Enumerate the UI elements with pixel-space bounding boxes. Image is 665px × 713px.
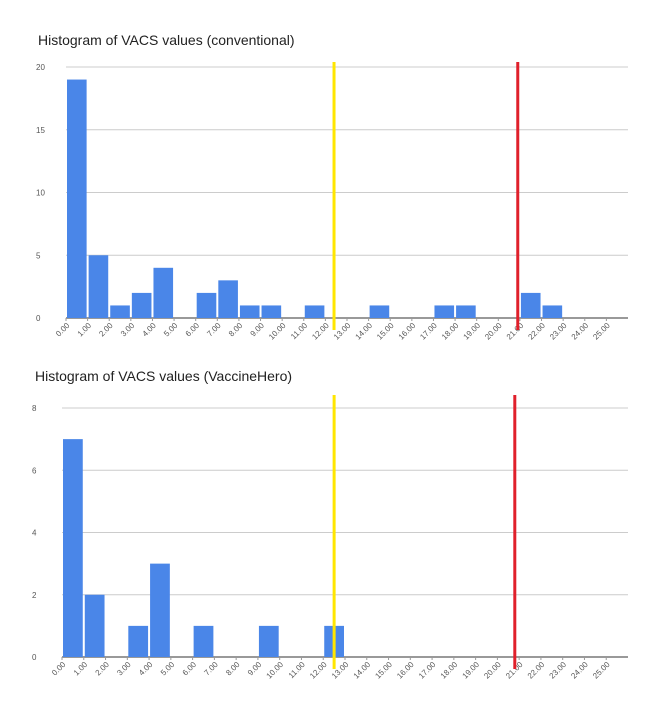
x-tick-label: 25.00: [591, 660, 612, 681]
x-tick-label: 18.00: [439, 660, 460, 681]
x-tick-label: 6.00: [184, 321, 202, 339]
bar: [153, 267, 174, 318]
x-tick-label: 15.00: [375, 321, 396, 342]
x-tick-label: 4.00: [140, 321, 158, 339]
x-tick-label: 22.00: [526, 321, 547, 342]
x-tick-label: 0.00: [54, 321, 72, 339]
x-tick-label: 24.00: [570, 321, 591, 342]
bar: [434, 305, 455, 318]
x-tick-label: 16.00: [395, 660, 416, 681]
bar: [369, 305, 390, 318]
x-tick-label: 19.00: [462, 321, 483, 342]
bar: [193, 625, 214, 657]
x-tick-label: 7.00: [202, 660, 220, 678]
bar: [128, 625, 149, 657]
x-tick-label: 22.00: [526, 660, 547, 681]
chart-title: Histogram of VACS values (VaccineHero): [35, 368, 292, 384]
bar: [261, 305, 282, 318]
x-tick-label: 3.00: [119, 321, 137, 339]
y-tick-label: 20: [36, 63, 45, 72]
x-tick-label: 18.00: [440, 321, 461, 342]
x-tick-label: 9.00: [246, 660, 264, 678]
x-tick-label: 4.00: [137, 660, 155, 678]
bar: [84, 594, 105, 657]
y-tick-label: 15: [36, 126, 45, 135]
x-tick-label: 9.00: [249, 321, 267, 339]
y-tick-label: 5: [36, 251, 41, 260]
bar: [520, 292, 541, 318]
x-tick-label: 8.00: [224, 660, 242, 678]
bar: [88, 255, 109, 318]
bar: [63, 439, 83, 657]
x-tick-label: 2.00: [97, 321, 115, 339]
x-tick-label: 6.00: [181, 660, 199, 678]
x-tick-label: 11.00: [289, 321, 309, 341]
x-tick-label: 12.00: [308, 660, 329, 681]
x-tick-label: 14.00: [352, 660, 373, 681]
y-tick-label: 6: [32, 466, 37, 475]
y-tick-label: 2: [32, 591, 37, 600]
chart-title: Histogram of VACS values (conventional): [38, 32, 295, 48]
bar: [196, 292, 217, 318]
bar: [304, 305, 325, 318]
x-tick-label: 15.00: [373, 660, 394, 681]
x-tick-label: 12.00: [310, 321, 331, 342]
bar: [456, 305, 476, 318]
x-tick-label: 23.00: [548, 321, 569, 342]
y-tick-label: 8: [32, 404, 37, 413]
bar: [239, 305, 260, 318]
x-tick-label: 17.00: [417, 660, 438, 681]
bar: [131, 292, 152, 318]
y-tick-label: 10: [36, 189, 45, 198]
x-tick-label: 17.00: [418, 321, 439, 342]
x-tick-label: 21.00: [505, 321, 526, 342]
x-tick-label: 5.00: [162, 321, 180, 339]
x-tick-label: 7.00: [205, 321, 223, 339]
x-tick-label: 5.00: [159, 660, 177, 678]
x-tick-label: 20.00: [482, 660, 503, 681]
y-tick-label: 4: [32, 529, 37, 538]
x-tick-label: 1.00: [76, 321, 94, 339]
x-tick-label: 20.00: [483, 321, 504, 342]
x-tick-label: 8.00: [227, 321, 245, 339]
x-tick-label: 10.00: [267, 321, 288, 342]
bar: [258, 625, 279, 657]
y-tick-label: 0: [32, 653, 37, 662]
x-tick-label: 24.00: [569, 660, 590, 681]
x-tick-label: 10.00: [265, 660, 286, 681]
bar: [67, 79, 87, 318]
y-tick-label: 0: [36, 314, 41, 323]
x-tick-label: 1.00: [72, 660, 90, 678]
x-tick-label: 0.00: [50, 660, 68, 678]
x-tick-label: 19.00: [461, 660, 482, 681]
x-tick-label: 23.00: [548, 660, 569, 681]
bar: [150, 563, 170, 657]
x-tick-label: 11.00: [287, 660, 307, 680]
x-tick-label: 25.00: [591, 321, 612, 342]
bar: [542, 305, 563, 318]
bar: [110, 305, 130, 318]
x-tick-label: 16.00: [397, 321, 418, 342]
bar: [218, 280, 238, 318]
x-tick-label: 2.00: [94, 660, 112, 678]
x-tick-label: 14.00: [354, 321, 375, 342]
x-tick-label: 3.00: [115, 660, 133, 678]
